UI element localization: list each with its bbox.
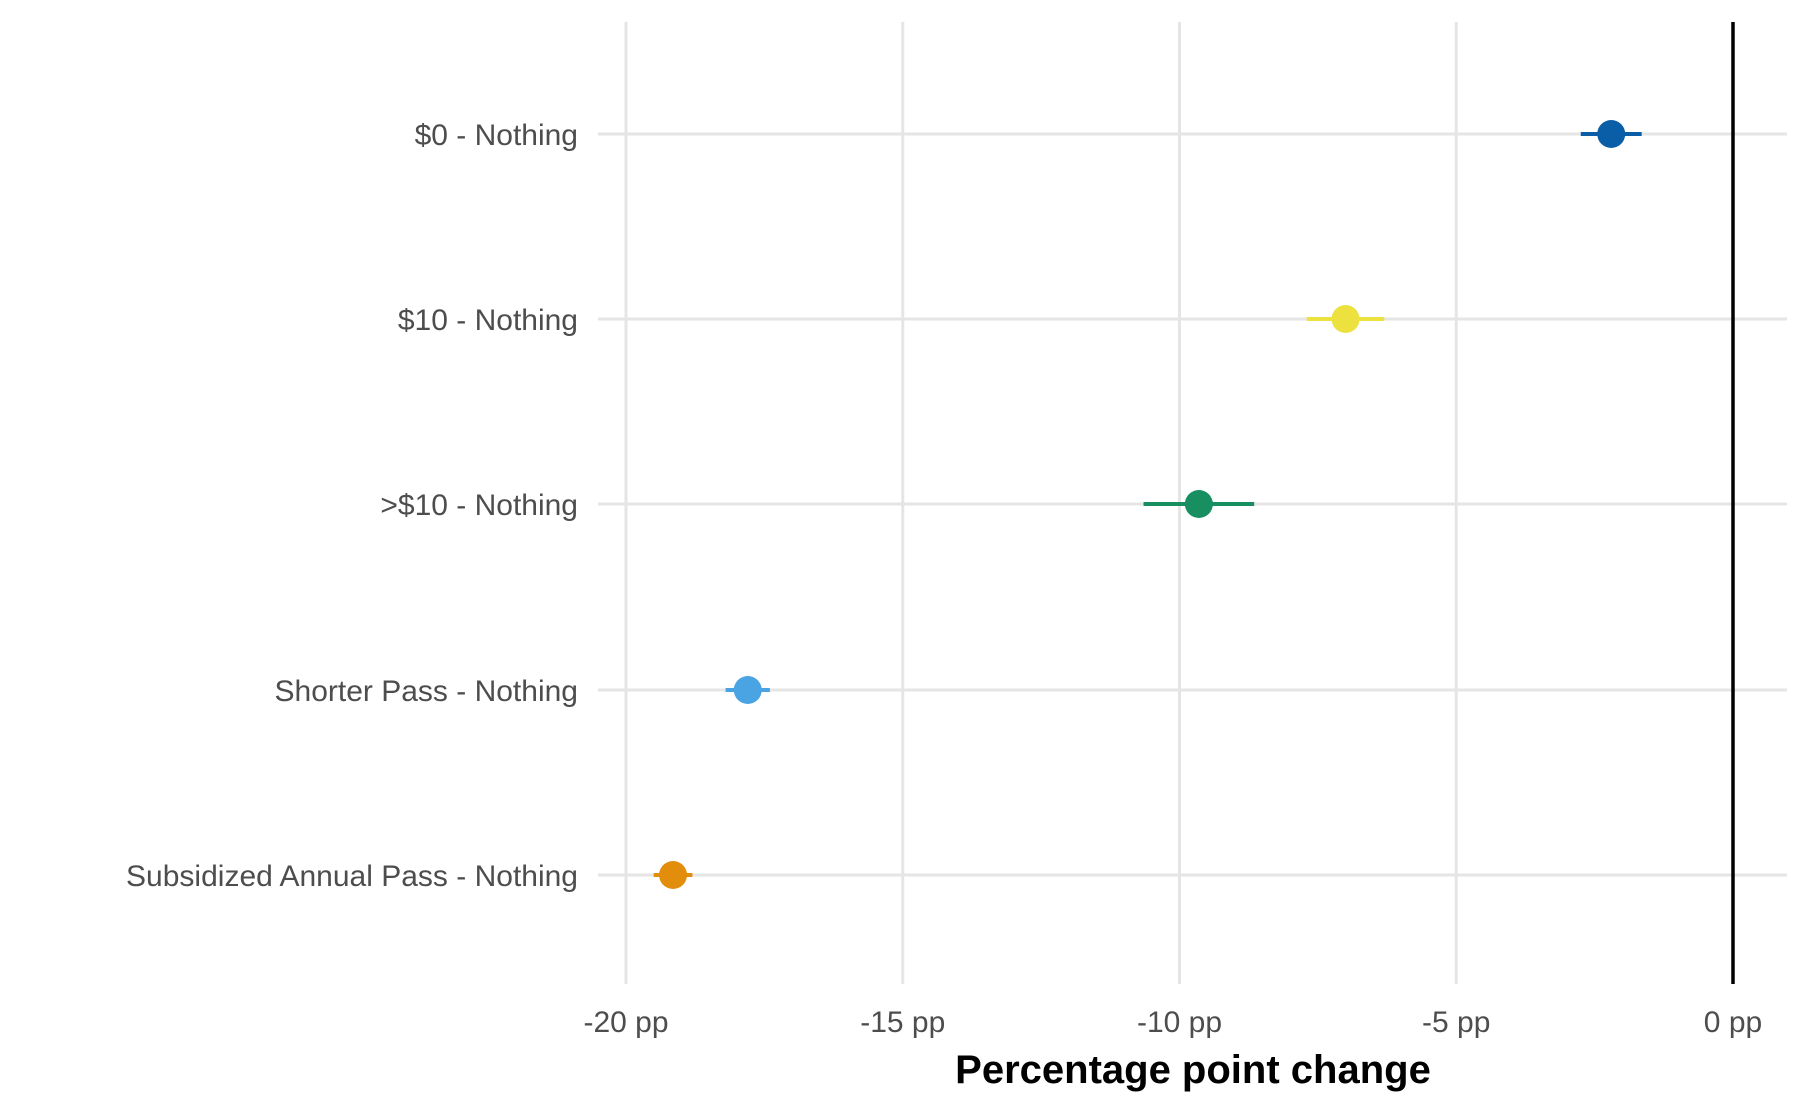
estimate-point [659, 861, 688, 889]
y-category-label: $10 - Nothing [398, 304, 578, 337]
x-tick-label: -15 pp [860, 1006, 945, 1039]
estimate-point [733, 676, 762, 704]
estimate-point [1331, 305, 1360, 333]
x-tick-label: -5 pp [1422, 1006, 1490, 1039]
y-axis-category-labels: $0 - Nothing $10 - Nothing >$10 - Nothing S… [126, 119, 578, 893]
y-category-label: Subsidized Annual Pass - Nothing [126, 860, 578, 893]
y-category-label: $0 - Nothing [415, 119, 578, 152]
estimate-point [1597, 120, 1626, 148]
x-tick-label: -20 pp [583, 1006, 668, 1039]
x-axis-title: Percentage point change [955, 1048, 1431, 1092]
x-axis-tick-labels: -20 pp -15 pp -10 pp -5 pp 0 pp [583, 1006, 1762, 1039]
y-category-label: >$10 - Nothing [380, 489, 578, 522]
estimate-point [1184, 490, 1213, 518]
x-tick-label: -10 pp [1137, 1006, 1222, 1039]
x-tick-label: 0 pp [1704, 1006, 1762, 1039]
point-estimates [659, 120, 1626, 889]
y-category-label: Shorter Pass - Nothing [275, 675, 578, 708]
